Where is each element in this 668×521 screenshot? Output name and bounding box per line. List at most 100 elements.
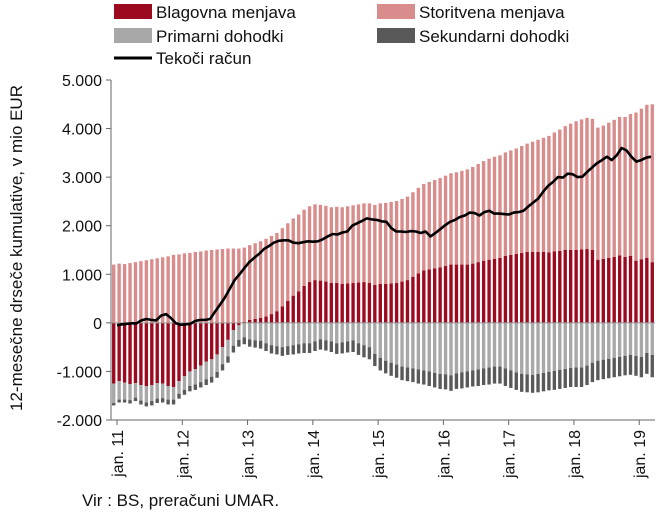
bar-1-91 — [601, 258, 605, 323]
bar-3-15 — [188, 371, 192, 386]
bar-2-22 — [226, 248, 230, 323]
bar-2-96 — [628, 114, 633, 256]
bar-1-36 — [302, 285, 306, 323]
bar-3-76 — [520, 322, 524, 374]
bar-2-74 — [509, 150, 513, 255]
bar-2-94 — [617, 116, 622, 256]
bar-4-55 — [405, 367, 410, 382]
bar-3-99 — [645, 322, 649, 353]
bar-2-60 — [432, 180, 437, 269]
bar-4-25 — [242, 337, 246, 345]
bar-2-11 — [166, 256, 170, 323]
bar-1-22 — [226, 322, 230, 340]
bar-4-73 — [503, 368, 508, 386]
bar-3-69 — [481, 322, 486, 369]
bar-4-29 — [264, 343, 268, 352]
bar-2-90 — [596, 127, 600, 260]
bar-4-87 — [579, 367, 584, 387]
bar-3-34 — [291, 322, 295, 346]
bar-1-5 — [133, 322, 138, 384]
bar-4-79 — [536, 373, 540, 393]
bar-2-59 — [427, 182, 431, 270]
bar-1-62 — [443, 266, 448, 323]
bar-1-87 — [579, 249, 584, 323]
bar-3-35 — [296, 322, 301, 345]
bar-4-14 — [182, 389, 187, 395]
bar-3-90 — [596, 322, 600, 361]
bar-1-38 — [313, 280, 317, 323]
y-tick-label-3: 0 — [93, 316, 102, 333]
bar-2-63 — [449, 173, 453, 265]
bar-1-63 — [449, 264, 453, 323]
bar-1-39 — [318, 280, 323, 323]
bar-4-65 — [460, 372, 464, 389]
bar-2-43 — [340, 207, 344, 284]
bar-1-44 — [345, 283, 350, 323]
bar-3-37 — [307, 322, 312, 344]
bar-4-83 — [558, 369, 562, 389]
legend-label-storitvena: Storitvena menjava — [419, 3, 565, 22]
bar-3-45 — [351, 322, 355, 341]
bar-2-46 — [356, 204, 361, 283]
bar-3-52 — [389, 322, 393, 363]
bar-3-53 — [394, 322, 399, 365]
bar-3-46 — [356, 322, 361, 344]
bar-4-30 — [269, 345, 274, 354]
bar-2-40 — [324, 205, 328, 282]
bar-1-53 — [394, 283, 399, 323]
bar-2-72 — [498, 155, 502, 258]
bar-2-67 — [471, 166, 475, 264]
bar-1-9 — [155, 322, 159, 384]
y-tick-label-8: 5.000 — [62, 73, 102, 90]
bar-4-2 — [117, 399, 121, 403]
bar-4-26 — [248, 339, 252, 347]
bar-2-25 — [242, 247, 246, 322]
legend: Blagovna menjava Storitvena menjava Prim… — [114, 3, 569, 68]
bar-1-56 — [411, 276, 415, 323]
bar-4-80 — [541, 372, 546, 392]
bar-4-20 — [215, 371, 219, 378]
bar-2-92 — [607, 122, 611, 258]
bar-1-73 — [503, 255, 508, 323]
bar-3-97 — [634, 322, 638, 356]
bar-1-18 — [204, 322, 208, 362]
bar-3-67 — [471, 322, 475, 371]
bar-2-66 — [465, 169, 469, 265]
bar-2-83 — [558, 129, 562, 251]
bar-1-66 — [465, 264, 469, 323]
bar-1-2 — [117, 322, 121, 382]
bar-2-73 — [503, 152, 508, 256]
bar-1-79 — [536, 251, 540, 323]
bar-1-96 — [628, 255, 633, 323]
bar-1-67 — [471, 263, 475, 323]
bar-2-44 — [345, 206, 350, 284]
bar-4-9 — [155, 398, 159, 403]
bar-3-47 — [362, 322, 366, 346]
bar-3-7 — [144, 386, 149, 403]
bar-2-95 — [623, 116, 627, 257]
bar-4-61 — [438, 373, 442, 389]
bar-2-62 — [443, 175, 448, 267]
bar-3-42 — [335, 322, 339, 344]
bar-4-89 — [590, 362, 595, 383]
bar-2-26 — [248, 245, 252, 320]
bar-4-86 — [574, 367, 578, 387]
source-note: Vir : BS, preračuni UMAR. — [82, 491, 280, 510]
bar-4-16 — [193, 384, 197, 390]
bar-2-50 — [378, 203, 382, 284]
bar-2-99 — [645, 104, 649, 258]
bar-2-4 — [128, 263, 132, 323]
bar-3-71 — [492, 322, 497, 367]
bar-1-83 — [558, 250, 562, 323]
bar-2-41 — [329, 207, 333, 284]
bar-4-97 — [634, 355, 638, 376]
bar-2-78 — [530, 141, 535, 252]
bar-3-1 — [112, 383, 116, 403]
bar-4-10 — [160, 398, 165, 403]
bar-1-16 — [193, 322, 197, 369]
bar-4-38 — [313, 341, 317, 352]
bar-4-31 — [275, 346, 279, 355]
bar-2-57 — [416, 187, 421, 274]
bar-3-19 — [209, 359, 214, 377]
